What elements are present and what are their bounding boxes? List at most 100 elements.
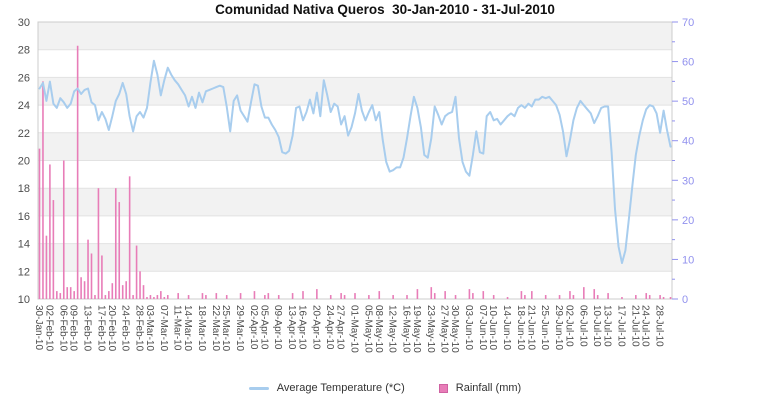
chart-title: Comunidad Nativa Queros 30-Jan-2010 - 31… bbox=[215, 2, 555, 17]
x-axis-tick-label: 01-May-10 bbox=[349, 305, 360, 353]
rainfall-bar bbox=[52, 200, 55, 299]
temperature-line-swatch bbox=[248, 386, 269, 390]
x-axis-tick-label: 28-Feb-10 bbox=[134, 305, 145, 352]
plot-band bbox=[38, 188, 672, 216]
rainfall-bar bbox=[66, 287, 69, 299]
rainfall-bar bbox=[302, 291, 304, 299]
x-axis-tick-label: 29-Mar-10 bbox=[234, 305, 245, 352]
rainfall-bar bbox=[201, 293, 204, 299]
rainfall-bar bbox=[267, 293, 270, 299]
rainfall-bar bbox=[558, 295, 561, 299]
rainfall-bar bbox=[38, 148, 41, 299]
x-axis-tick-label: 05-Apr-10 bbox=[258, 305, 269, 350]
x-axis-tick-label: 02-Jul-10 bbox=[563, 305, 574, 347]
rainfall-bar bbox=[121, 285, 124, 299]
rainfall-bar bbox=[544, 295, 547, 299]
rainfall-bar bbox=[524, 295, 526, 299]
rainfall-bar bbox=[662, 297, 665, 299]
x-axis-tick-label: 02-Apr-10 bbox=[248, 305, 259, 350]
x-axis-tick-label: 20-Feb-10 bbox=[106, 305, 117, 352]
right-axis-tick-label: 20 bbox=[682, 215, 694, 227]
rainfall-bar bbox=[49, 164, 51, 299]
rainfall-bar bbox=[520, 291, 523, 299]
x-axis-tick-label: 06-Jul-10 bbox=[577, 305, 588, 347]
rainfall-bar bbox=[378, 291, 381, 299]
rainfall-bar bbox=[621, 297, 623, 299]
x-axis-tick-label: 21-Jun-10 bbox=[525, 305, 536, 350]
rainfall-bar bbox=[607, 293, 609, 299]
right-axis-tick-label: 70 bbox=[682, 17, 694, 29]
x-axis-tick-label: 06-Feb-10 bbox=[57, 305, 68, 352]
rainfall-bar bbox=[87, 239, 89, 299]
x-axis-tick-label: 16-Apr-10 bbox=[296, 305, 307, 350]
right-axis-tick-label: 10 bbox=[682, 254, 694, 266]
rainfall-bar bbox=[135, 245, 138, 299]
rainfall-bar bbox=[239, 293, 242, 299]
right-axis-tick-label: 30 bbox=[682, 175, 694, 187]
rainfall-bar bbox=[125, 281, 127, 299]
x-axis-tick-label: 08-May-10 bbox=[373, 305, 384, 353]
rainfall-bar bbox=[454, 295, 457, 299]
rainfall-bar bbox=[90, 253, 93, 299]
rainfall-bar bbox=[406, 295, 408, 299]
rainfall-bar bbox=[62, 160, 65, 299]
rainfall-bar bbox=[430, 287, 433, 299]
rainfall-bar bbox=[160, 291, 162, 299]
rainfall-bar bbox=[153, 297, 155, 299]
x-axis-tick-label: 27-May-10 bbox=[439, 305, 450, 353]
x-axis-tick-label: 11-Mar-10 bbox=[172, 305, 183, 351]
x-axis-tick-label: 12-May-10 bbox=[387, 305, 398, 353]
rainfall-bar bbox=[101, 255, 103, 299]
rainfall-bar bbox=[118, 202, 121, 299]
x-axis-tick-label: 13-Feb-10 bbox=[82, 305, 93, 352]
rainfall-bar bbox=[146, 297, 148, 299]
rainfall-bar bbox=[506, 297, 509, 299]
x-axis-tick-label: 07-Mar-10 bbox=[158, 305, 169, 352]
rainfall-bar bbox=[531, 291, 533, 299]
rainfall-bar bbox=[291, 293, 294, 299]
x-axis-tick-label: 17-Feb-10 bbox=[95, 305, 106, 352]
x-axis-tick-label: 03-Jun-10 bbox=[463, 305, 474, 350]
x-axis-tick-label: 14-Jun-10 bbox=[501, 305, 512, 350]
left-axis-tick-label: 26 bbox=[18, 72, 30, 84]
rainfall-bar bbox=[45, 235, 48, 299]
left-axis-tick-label: 14 bbox=[18, 239, 30, 251]
x-axis-tick-label: 30-May-10 bbox=[449, 305, 460, 353]
x-axis-tick-label: 20-Apr-10 bbox=[310, 305, 321, 350]
rainfall-bar bbox=[94, 295, 96, 299]
x-axis-tick-label: 07-Jun-10 bbox=[477, 305, 488, 350]
x-axis-tick-label: 05-May-10 bbox=[362, 305, 373, 353]
rainfall-bar bbox=[482, 291, 485, 299]
rainfall-bar bbox=[264, 295, 266, 299]
legend-item-temperature: Average Temperature (*C) bbox=[248, 382, 405, 394]
x-axis-tick-label: 13-Jul-10 bbox=[602, 305, 613, 347]
rainfall-bar bbox=[156, 295, 159, 299]
legend-label-rainfall: Rainfall (mm) bbox=[455, 382, 522, 394]
rainfall-bar bbox=[142, 285, 145, 299]
x-axis-tick-label: 18-Jun-10 bbox=[515, 305, 526, 350]
rainfall-bar bbox=[73, 291, 75, 299]
x-axis-tick-label: 24-Jul-10 bbox=[640, 305, 651, 347]
legend-item-rainfall: Rainfall (mm) bbox=[438, 382, 522, 394]
rainfall-bar bbox=[416, 289, 419, 299]
plot-band bbox=[38, 132, 672, 161]
x-axis-tick-label: 09-Apr-10 bbox=[272, 305, 283, 350]
rainfall-bar bbox=[648, 295, 651, 299]
rainfall-bar bbox=[343, 295, 346, 299]
rainfall-bar bbox=[59, 293, 62, 299]
plot-band bbox=[38, 77, 672, 106]
rainfall-bar bbox=[163, 297, 166, 299]
rainfall-bar bbox=[635, 295, 637, 299]
x-axis-tick-label: 19-May-10 bbox=[411, 305, 422, 353]
x-axis-tick-label: 10-Jun-10 bbox=[487, 305, 498, 350]
rainfall-bar bbox=[166, 295, 169, 299]
left-axis-tick-label: 24 bbox=[18, 100, 30, 112]
rainfall-bar bbox=[444, 291, 446, 299]
rainfall-bar bbox=[468, 289, 471, 299]
x-axis-tick-label: 24-Apr-10 bbox=[324, 305, 335, 350]
x-axis-tick-label: 25-Mar-10 bbox=[220, 305, 231, 352]
left-axis-tick-label: 30 bbox=[18, 17, 30, 29]
rainfall-bar bbox=[114, 188, 117, 299]
x-axis-tick-label: 02-Feb-10 bbox=[43, 305, 54, 352]
